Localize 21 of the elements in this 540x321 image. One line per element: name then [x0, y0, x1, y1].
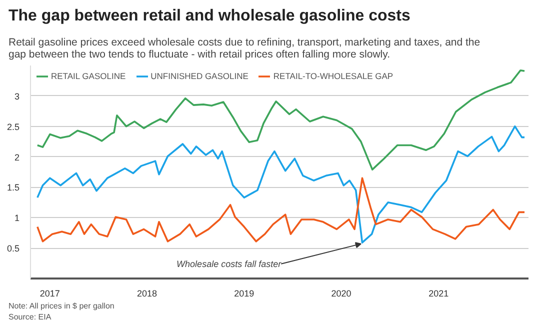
chart-subtitle: Retail gasoline prices exceed wholesale costs due to refining, transport, marketing and taxes, and the gap between the two tends to fluctuate - with retail prices often falling more slowly.	[8, 36, 480, 60]
text: Note: All prices in $ per gallon	[8, 302, 114, 310]
legend-label: RETAIL-TO-WHOLESALE GAP	[273, 71, 394, 81]
x-tick-label: 2017	[40, 288, 60, 298]
x-tick-label: 2021	[428, 288, 449, 298]
annotation: Wholesale costs fall faster	[176, 258, 282, 269]
y-tick-label: 1.5	[6, 182, 20, 193]
legend-label: UNFINISHED GASOLINE	[150, 71, 248, 81]
x-tick-label: 2018	[137, 288, 158, 298]
y-tick-label: 2.5	[6, 122, 20, 132]
y-tick-label: 2	[14, 152, 20, 162]
line-series	[36, 177, 526, 242]
x-tick-label: 2020	[331, 288, 352, 298]
y-tick-label: 3	[14, 91, 20, 102]
y-tick-label: 1	[14, 213, 20, 224]
legend-label: RETAIL GASOLINE	[51, 71, 126, 81]
line-series	[36, 69, 526, 170]
source-note: Source: EIA	[8, 312, 52, 321]
y-tick-label: 0.5	[6, 244, 20, 254]
x-tick-label: 2019	[234, 288, 254, 298]
chart-title: The gap between retail and wholesale gasoline costs	[8, 8, 410, 24]
